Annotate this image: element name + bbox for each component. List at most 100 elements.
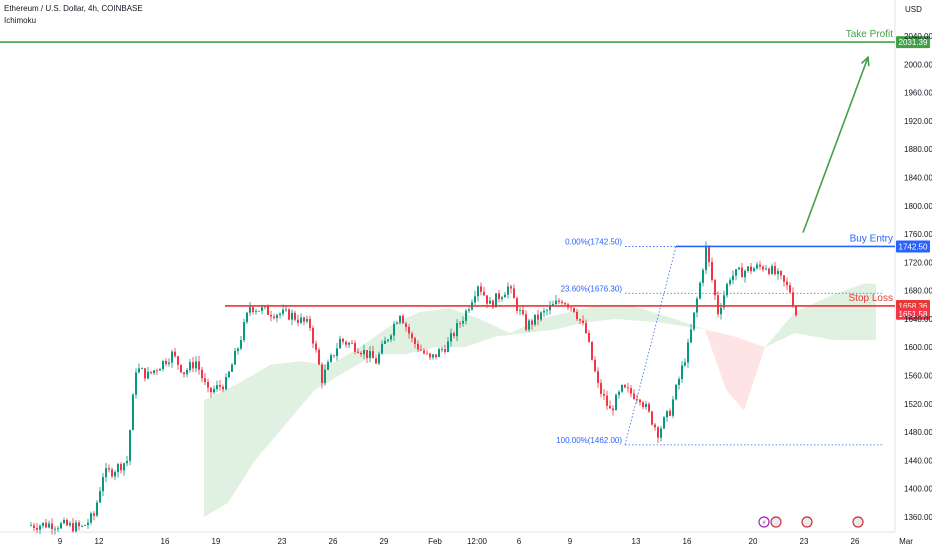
candle[interactable] <box>540 311 542 322</box>
candle[interactable] <box>711 257 713 283</box>
candle[interactable] <box>357 348 359 354</box>
candle[interactable] <box>174 347 176 358</box>
candle[interactable] <box>543 307 545 318</box>
candle[interactable] <box>579 318 581 325</box>
event-icon[interactable] <box>758 516 770 528</box>
candle[interactable] <box>318 347 320 366</box>
candle[interactable] <box>180 364 182 374</box>
candle[interactable] <box>783 274 785 287</box>
candle[interactable] <box>420 344 422 352</box>
candle[interactable] <box>258 310 260 312</box>
candle[interactable] <box>69 521 71 528</box>
candle[interactable] <box>696 296 698 318</box>
candle[interactable] <box>534 314 536 327</box>
candle[interactable] <box>399 315 401 325</box>
candle[interactable] <box>51 518 53 535</box>
candle[interactable] <box>345 340 347 348</box>
candle[interactable] <box>624 384 626 389</box>
candle[interactable] <box>687 338 689 368</box>
candle[interactable] <box>105 462 107 483</box>
candle[interactable] <box>612 404 614 416</box>
candle[interactable] <box>354 340 356 355</box>
candle[interactable] <box>573 307 575 313</box>
candle[interactable] <box>81 525 83 528</box>
candle[interactable] <box>279 312 281 319</box>
candle[interactable] <box>693 312 695 332</box>
candle[interactable] <box>591 341 593 361</box>
candle[interactable] <box>288 308 290 321</box>
candle[interactable] <box>627 382 629 393</box>
candle[interactable] <box>324 364 326 386</box>
candle[interactable] <box>186 367 188 378</box>
candle[interactable] <box>369 346 371 363</box>
us-flag-icon[interactable] <box>801 516 813 528</box>
candle[interactable] <box>507 282 509 299</box>
candle[interactable] <box>99 487 101 504</box>
fib-trend-line[interactable] <box>624 246 677 445</box>
candle[interactable] <box>417 340 419 352</box>
candle[interactable] <box>219 380 221 391</box>
candle[interactable] <box>675 383 677 401</box>
candle[interactable] <box>222 384 224 393</box>
candle[interactable] <box>126 455 128 467</box>
candle[interactable] <box>732 270 734 285</box>
candle[interactable] <box>642 400 644 410</box>
candle[interactable] <box>336 342 338 361</box>
take-profit-price-tag[interactable]: 2031.39 <box>896 36 930 49</box>
candle[interactable] <box>504 291 506 298</box>
candle[interactable] <box>618 390 620 399</box>
candle[interactable] <box>777 268 779 280</box>
candle[interactable] <box>375 354 377 364</box>
projection-arrow[interactable] <box>802 55 870 233</box>
candle[interactable] <box>444 344 446 355</box>
candle[interactable] <box>729 277 731 287</box>
candle[interactable] <box>474 290 476 306</box>
candle[interactable] <box>225 373 227 391</box>
candle[interactable] <box>738 266 740 270</box>
candle[interactable] <box>138 363 140 374</box>
candle[interactable] <box>621 384 623 393</box>
candle[interactable] <box>600 379 602 398</box>
candle[interactable] <box>717 291 719 318</box>
us-flag-icon[interactable] <box>770 516 782 528</box>
candle[interactable] <box>606 390 608 410</box>
candle[interactable] <box>639 398 641 406</box>
candle[interactable] <box>741 263 743 278</box>
candle[interactable] <box>756 261 758 270</box>
candle[interactable] <box>510 284 512 294</box>
candle[interactable] <box>450 328 452 347</box>
candle[interactable] <box>291 309 293 326</box>
candle[interactable] <box>789 282 791 294</box>
candle[interactable] <box>561 299 563 305</box>
candle[interactable] <box>165 358 167 367</box>
candle[interactable] <box>459 321 461 328</box>
candle[interactable] <box>714 278 716 300</box>
time-axis[interactable]: 9 12 16 19 23 26 29 Feb 12:00 6 9 13 16 20 23 26 Mar <box>58 537 913 546</box>
candle[interactable] <box>657 426 659 444</box>
candle[interactable] <box>405 321 407 332</box>
candle[interactable] <box>210 387 212 398</box>
candle[interactable] <box>237 347 239 355</box>
candle[interactable] <box>93 510 95 521</box>
candle[interactable] <box>390 333 392 343</box>
candle[interactable] <box>183 372 185 378</box>
candle[interactable] <box>381 340 383 355</box>
candle[interactable] <box>678 376 680 390</box>
candle[interactable] <box>660 426 662 442</box>
price-axis[interactable]: 1360.00 1400.00 1440.00 1480.00 1520.00 1560.… <box>904 32 932 522</box>
candle[interactable] <box>39 524 41 535</box>
candle[interactable] <box>75 519 77 533</box>
candle[interactable] <box>516 296 518 314</box>
candle[interactable] <box>549 301 551 315</box>
candle[interactable] <box>426 349 428 355</box>
candle[interactable] <box>465 308 467 325</box>
candle[interactable] <box>171 349 173 368</box>
candle[interactable] <box>522 305 524 316</box>
candle[interactable] <box>492 299 494 309</box>
candle[interactable] <box>495 293 497 308</box>
candle[interactable] <box>411 331 413 343</box>
candle[interactable] <box>255 308 257 315</box>
candle[interactable] <box>159 368 161 371</box>
candle[interactable] <box>45 519 47 529</box>
candle[interactable] <box>378 351 380 366</box>
